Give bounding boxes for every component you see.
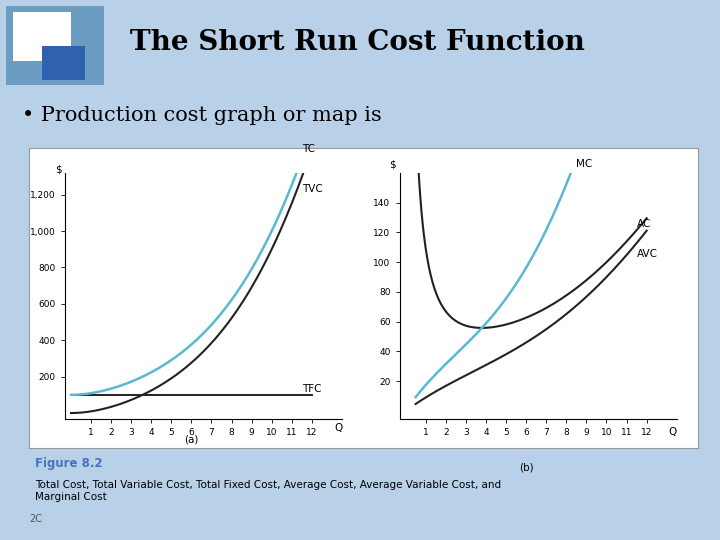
Text: The Short Run Cost Function: The Short Run Cost Function <box>130 29 585 56</box>
Text: Q: Q <box>334 423 342 433</box>
Text: (b): (b) <box>519 463 534 472</box>
Text: • Production cost graph or map is: • Production cost graph or map is <box>22 106 382 125</box>
Text: MC: MC <box>576 159 593 169</box>
Text: TFC: TFC <box>302 383 321 394</box>
Text: (a): (a) <box>184 434 199 444</box>
Bar <box>14 11 71 60</box>
Text: TC: TC <box>302 144 315 154</box>
Bar <box>6 6 104 85</box>
Text: Total Cost, Total Variable Cost, Total Fixed Cost, Average Cost, Average Variabl: Total Cost, Total Variable Cost, Total F… <box>35 480 502 502</box>
Text: $: $ <box>390 160 396 170</box>
Text: Q: Q <box>669 427 677 437</box>
Text: Figure 8.2: Figure 8.2 <box>35 457 103 470</box>
Text: AC: AC <box>636 219 651 229</box>
Text: TVC: TVC <box>302 184 323 193</box>
Text: $: $ <box>55 165 61 174</box>
Text: 2C: 2C <box>29 514 42 524</box>
Bar <box>42 46 85 80</box>
Text: AVC: AVC <box>636 248 657 259</box>
